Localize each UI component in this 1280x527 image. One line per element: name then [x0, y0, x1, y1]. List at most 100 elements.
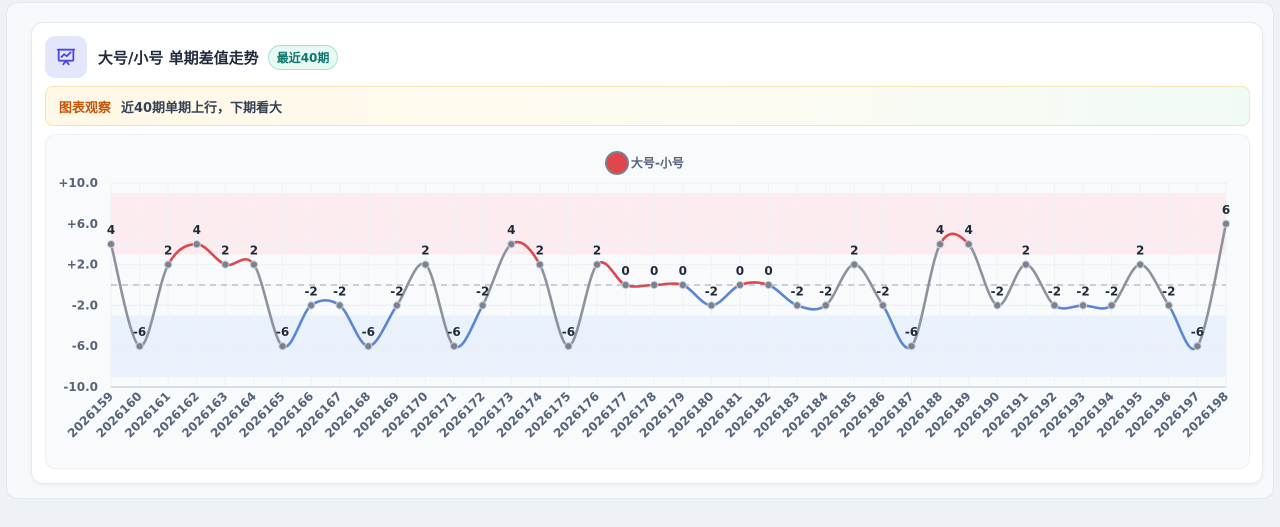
observation-tag: 图表观察 [59, 100, 112, 116]
data-label: -6 [1191, 325, 1204, 339]
data-label: 2 [421, 244, 429, 258]
data-point [1050, 301, 1059, 310]
data-label: -2 [876, 284, 889, 298]
series-line-segment [910, 242, 942, 348]
data-label: -2 [476, 284, 489, 298]
data-point [507, 240, 516, 249]
data-label: 0 [650, 264, 658, 278]
data-point [478, 301, 487, 310]
observation-text: 近40期单期上行，下期看大 [121, 100, 283, 116]
series-line-segment [624, 283, 656, 288]
data-point [249, 260, 259, 269]
data-point [1221, 219, 1231, 228]
data-label: -6 [276, 325, 289, 339]
series-line-segment [652, 282, 685, 287]
data-label: 2 [164, 244, 172, 258]
data-label: -2 [1048, 284, 1061, 298]
observation-banner: 图表观察 近40期单期上行，下期看大 [45, 86, 1250, 126]
data-point [535, 260, 544, 269]
data-label: 4 [107, 223, 115, 237]
period-badge: 最近40期 [267, 44, 339, 70]
data-point [364, 342, 373, 351]
data-point [221, 260, 230, 269]
data-point [707, 301, 716, 310]
series-line-segment [309, 299, 342, 307]
series-line-segment [109, 242, 141, 348]
data-point [650, 280, 659, 290]
line-chart: +10.0 +6.0 +2.0 -2.0 -6.0 -10.0 4 -6 2 4 2 2 -6 -2 -2 -… [58, 151, 1231, 440]
data-label: -6 [362, 325, 375, 339]
data-label: -2 [819, 284, 832, 298]
data-label: -2 [304, 284, 317, 298]
data-label: 2 [250, 244, 258, 258]
legend-swatch [605, 151, 629, 175]
data-label: -2 [1105, 284, 1118, 298]
data-point [907, 342, 916, 351]
data-point [592, 260, 602, 269]
data-label: 2 [1022, 244, 1030, 258]
data-point [621, 280, 630, 290]
data-point [421, 260, 430, 269]
trend-card: 大号/小号 单期差值走势 最近40期 图表观察 近40期单期上行，下期看大 +1… [31, 22, 1263, 484]
data-label: -6 [905, 325, 918, 339]
y-tick-label: +2.0 [67, 258, 98, 272]
data-label: 2 [593, 244, 601, 258]
data-point [1021, 260, 1030, 269]
data-label: 2 [1136, 244, 1144, 258]
data-label: -6 [447, 325, 460, 339]
y-tick-label: -6.0 [72, 339, 98, 353]
data-label: 2 [536, 244, 544, 258]
data-point [1193, 342, 1202, 351]
data-label: -2 [1162, 284, 1175, 298]
chart-title: 大号/小号 单期差值走势 [98, 48, 259, 67]
data-point [1164, 301, 1173, 310]
series-line-segment [252, 263, 284, 348]
chart-panel: +10.0 +6.0 +2.0 -2.0 -6.0 -10.0 4 -6 2 4 2 2 -6 -2 -2 -… [45, 134, 1250, 469]
data-point [392, 301, 401, 310]
data-label: 6 [1222, 203, 1230, 217]
data-label: -6 [562, 325, 575, 339]
card-header: 大号/小号 单期差值走势 最近40期 [45, 36, 339, 78]
data-label: -2 [705, 284, 718, 298]
data-label: -6 [133, 325, 146, 339]
presentation-chart-icon [45, 36, 87, 78]
data-point [850, 260, 859, 269]
legend-label: 大号-小号 [631, 155, 684, 170]
data-point [821, 301, 830, 310]
data-label: -2 [991, 284, 1004, 298]
data-label: 4 [936, 223, 944, 237]
data-point [1107, 301, 1116, 310]
data-label: 4 [507, 223, 515, 237]
data-point [106, 240, 116, 249]
data-point [335, 301, 344, 310]
data-point [735, 280, 745, 290]
data-label: -2 [1076, 284, 1089, 298]
data-point [993, 301, 1002, 310]
data-label: 2 [221, 244, 229, 258]
series-line-segment [1196, 222, 1228, 348]
data-point [793, 301, 802, 310]
data-point [1136, 260, 1145, 269]
data-label: 0 [764, 264, 772, 278]
y-tick-label: -10.0 [63, 380, 98, 394]
data-point [564, 342, 573, 351]
y-tick-label: +10.0 [58, 176, 98, 190]
data-point [764, 280, 773, 290]
data-label: 4 [965, 223, 973, 237]
data-point [164, 260, 173, 269]
y-tick-label: -2.0 [72, 298, 98, 312]
data-point [135, 342, 144, 351]
y-tick-label: +6.0 [67, 217, 98, 231]
data-point [449, 342, 459, 351]
series-line-segment [795, 304, 828, 311]
series-line-segment [424, 263, 456, 348]
data-point [964, 240, 973, 249]
data-label: -2 [790, 284, 803, 298]
data-point [1078, 301, 1088, 310]
data-point [278, 342, 287, 351]
data-point [307, 301, 316, 310]
data-point [192, 240, 201, 249]
data-label: 0 [736, 264, 744, 278]
data-label: -2 [390, 284, 403, 298]
data-label: 0 [621, 264, 629, 278]
